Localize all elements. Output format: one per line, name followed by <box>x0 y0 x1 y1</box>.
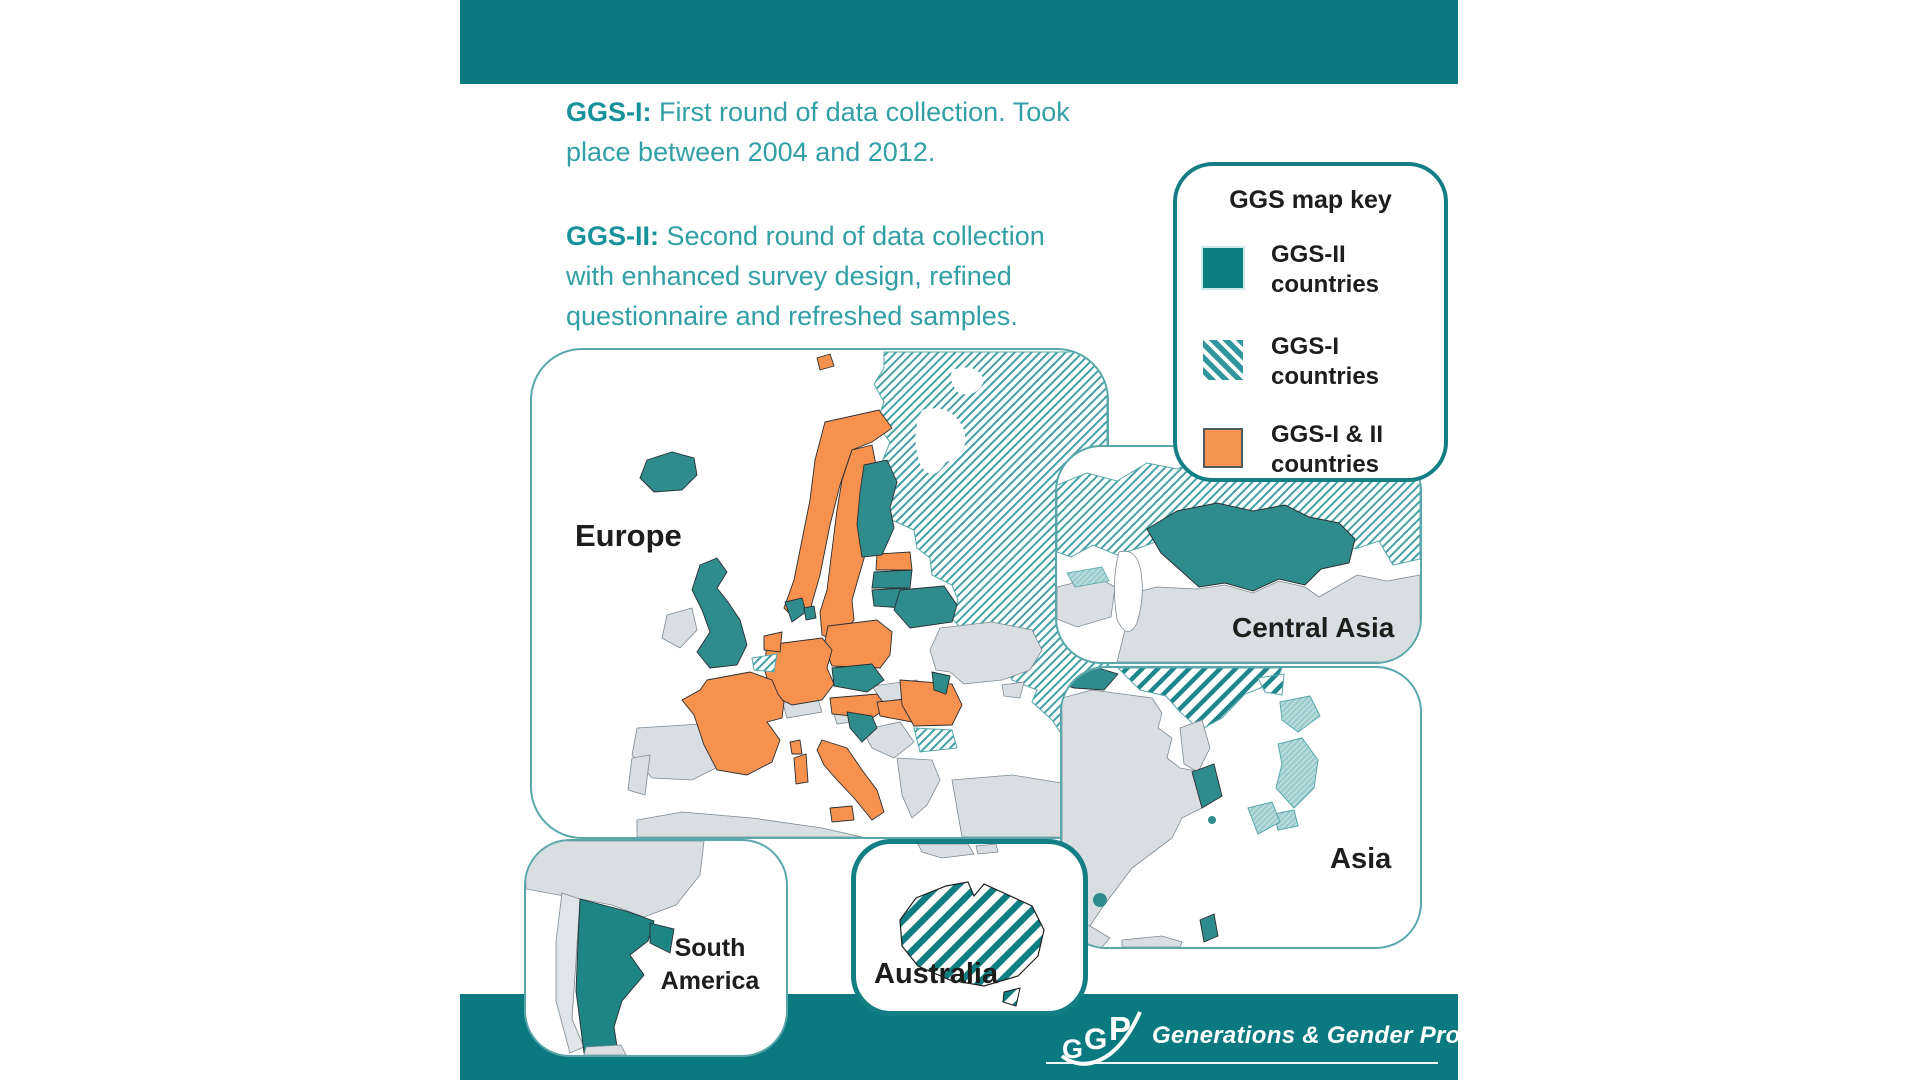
australia-map <box>899 844 1045 1007</box>
ggs1-text-line2: place between 2004 and 2012. <box>566 137 936 167</box>
south-america-label: South America <box>648 932 772 998</box>
ggs1-description: GGS-I: First round of data collection. T… <box>566 92 1206 172</box>
ggs-i-swatch-icon <box>1203 340 1243 380</box>
south-america-label-line2: America <box>660 967 760 995</box>
europe-map-panel <box>530 348 1109 839</box>
ggs2-text-line1: Second round of data collection <box>659 221 1045 251</box>
legend-item-ggs1: GGS-I countries <box>1177 330 1444 394</box>
legend-item-ggs1-line2: countries <box>1271 363 1380 390</box>
legend-item-ggs1-line1: GGS-I <box>1271 333 1340 360</box>
ggp-logo-letter-3: P <box>1109 1010 1131 1047</box>
central-asia-label: Central Asia <box>1232 612 1395 643</box>
map-key: GGS map key GGS-II countries GGS-I count… <box>1173 162 1448 482</box>
asia-label: Asia <box>1330 843 1392 875</box>
ggs1-text-line1: First round of data collection. Took <box>651 97 1070 127</box>
ggs-i-ii-swatch-icon <box>1203 428 1243 468</box>
footer-divider <box>1046 1062 1438 1064</box>
asia-map-panel <box>1060 666 1422 949</box>
ggs2-text-line3: questionnaire and refreshed samples. <box>566 301 1018 331</box>
asia-map <box>1062 668 1321 947</box>
ggp-logo-letter-1: G <box>1062 1034 1083 1064</box>
map-key-title: GGS map key <box>1229 186 1392 214</box>
ggs2-label: GGS-II: <box>566 221 659 251</box>
ggp-logo-letter-2: G <box>1084 1023 1107 1056</box>
australia-map-panel <box>851 839 1088 1016</box>
europe-label: Europe <box>575 518 682 553</box>
ggs1-label: GGS-I: <box>566 97 652 127</box>
europe-map <box>627 351 1107 837</box>
south-america-label-line1: South <box>674 934 746 962</box>
ggp-logo-swoosh-icon <box>1060 1011 1142 1066</box>
legend-item-ggs1and2-line1: GGS-I & II <box>1271 421 1384 448</box>
legend-item-ggs2-line1: GGS-II <box>1271 241 1346 268</box>
legend-item-ggs2-label: GGS-II countries <box>1271 240 1379 300</box>
ggp-logo: G G P <box>1060 1010 1142 1066</box>
ggs2-description: GGS-II: Second round of data collection … <box>566 216 1206 336</box>
ggs-ii-swatch-icon <box>1201 246 1245 290</box>
ggs2-text-line2: with enhanced survey design, refined <box>566 261 1012 291</box>
legend-item-ggs1and2: GGS-I & II countries <box>1177 418 1444 482</box>
legend-item-ggs1and2-line2: countries <box>1271 451 1380 478</box>
programme-name: Generations & Gender Programme <box>1152 1022 1556 1049</box>
south-america-map <box>526 841 705 1055</box>
south-america-map-panel <box>524 839 788 1057</box>
legend-item-ggs1-label: GGS-I countries <box>1271 332 1379 392</box>
legend-item-ggs1and2-label: GGS-I & II countries <box>1271 420 1383 480</box>
australia-label: Australia <box>874 958 999 990</box>
legend-item-ggs2-line2: countries <box>1271 271 1380 298</box>
legend-item-ggs2: GGS-II countries <box>1177 238 1444 302</box>
header-bar <box>460 0 1458 84</box>
